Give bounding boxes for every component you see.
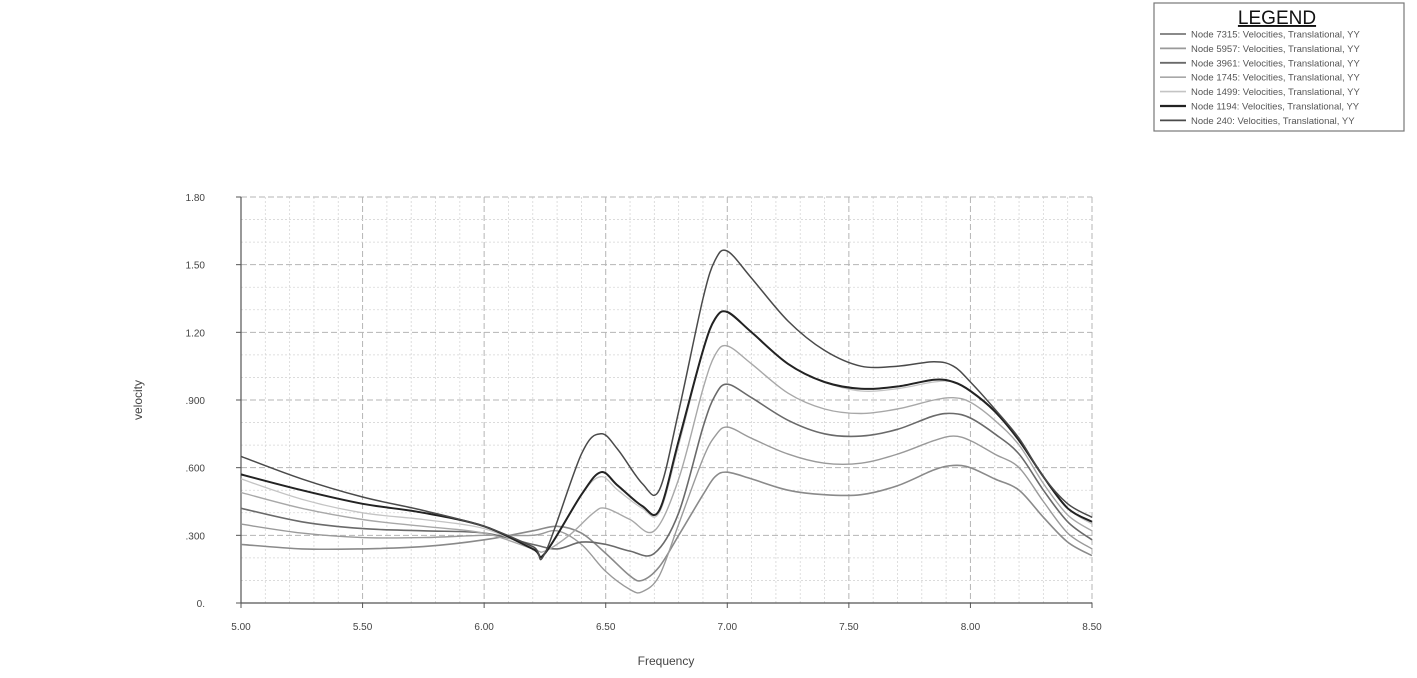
series-line-4 (240, 344, 1093, 553)
legend-entry-label: Node 3961: Velocities, Translational, YY (1191, 58, 1360, 69)
y-tick-label: .600 (186, 464, 206, 475)
y-tick-label: 1.20 (186, 328, 206, 339)
legend-entry-label: Node 1194: Velocities, Translational, YY (1191, 102, 1360, 113)
series-line-7 (240, 249, 1093, 561)
y-tick-label: .900 (186, 396, 206, 407)
y-axis-title: velocity (131, 380, 145, 420)
legend-box (1153, 2, 1405, 132)
series-line-1 (240, 464, 1093, 582)
x-tick-label: 7.00 (718, 622, 738, 633)
x-tick-label: 5.00 (231, 622, 251, 633)
legend: LEGEND Node 7315: Velocities, Translatio… (1153, 2, 1405, 132)
legend-items: Node 7315: Velocities, Translational, YY… (1160, 30, 1360, 127)
legend-entry-label: Node 1499: Velocities, Translational, YY (1191, 87, 1360, 98)
legend-entry-label: Node 1745: Velocities, Translational, YY (1191, 73, 1360, 84)
legend-entry-label: Node 240: Velocities, Translational, YY (1191, 116, 1355, 127)
series-line-6 (240, 310, 1093, 559)
series-line-3 (240, 383, 1093, 557)
legend-entry-label: Node 7315: Velocities, Translational, YY (1191, 30, 1360, 41)
x-tick-label: 7.50 (839, 622, 859, 633)
plot-series (240, 249, 1093, 594)
x-tick-label: 6.50 (596, 622, 616, 633)
series-line-2 (240, 426, 1093, 594)
x-tick-label: 8.00 (961, 622, 981, 633)
tick-labels: 5.00 5.50 6.00 6.50 7.00 7.50 8.00 8.50 0. .300 .6… (186, 193, 1103, 633)
x-tick-label: 8.50 (1082, 622, 1102, 633)
x-axis-title: Frequency (638, 654, 695, 668)
x-tick-label: 5.50 (353, 622, 373, 633)
legend-entry-label: Node 5957: Velocities, Translational, YY (1191, 44, 1360, 55)
y-tick-label: 0. (197, 599, 205, 610)
y-tick-label: 1.50 (186, 261, 206, 272)
plot-axes (236, 196, 1093, 608)
y-tick-label: .300 (186, 531, 206, 542)
legend-title: LEGEND (1238, 8, 1316, 29)
x-tick-label: 6.00 (474, 622, 494, 633)
y-tick-label: 1.80 (186, 193, 206, 204)
